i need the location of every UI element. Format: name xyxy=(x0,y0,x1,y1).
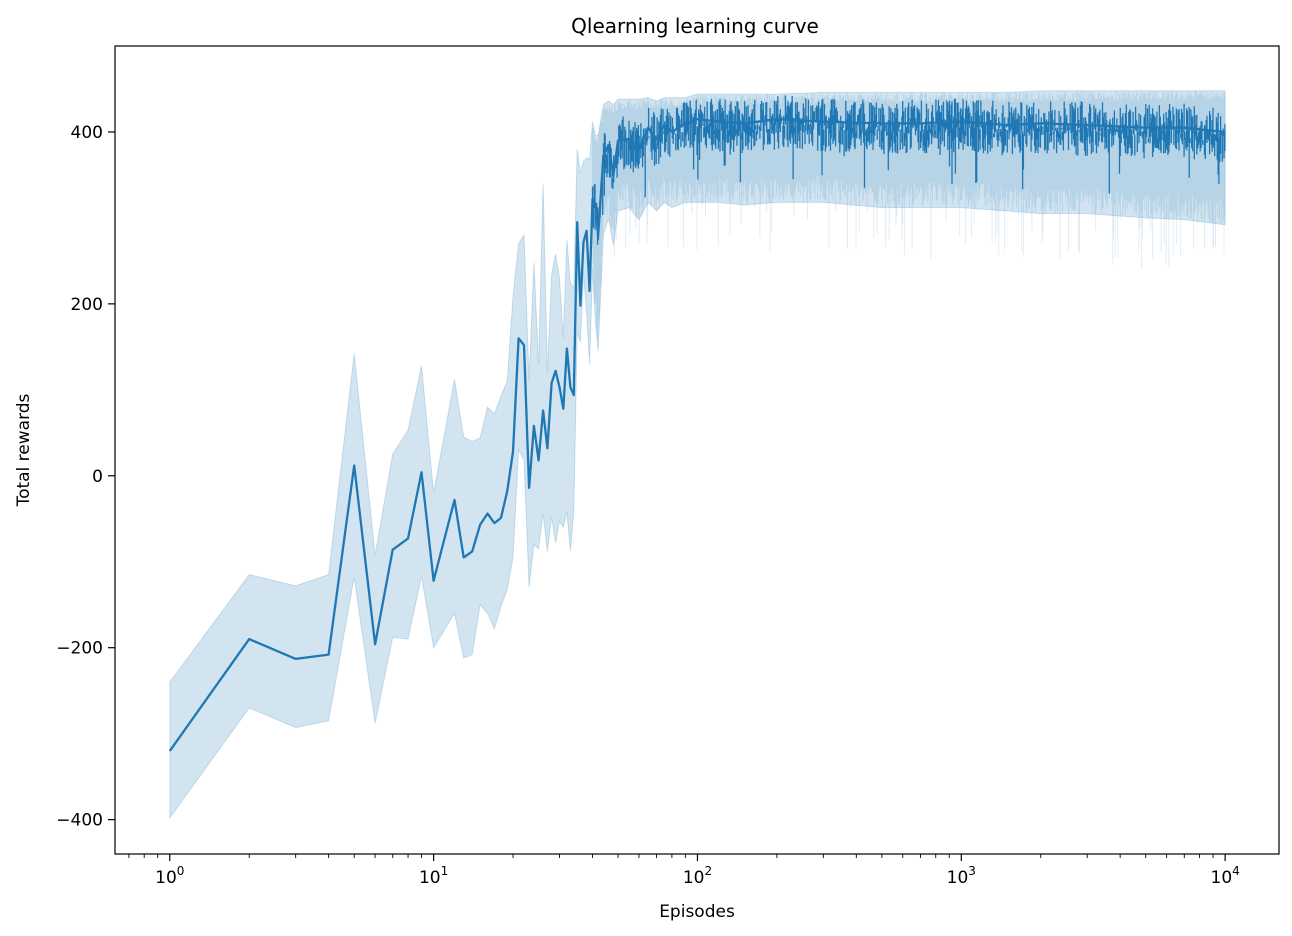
y-axis-title: Total rewards xyxy=(14,393,34,507)
x-tick-label: 103 xyxy=(947,864,976,888)
x-tick-label: 102 xyxy=(683,864,712,888)
x-axis: 100 101 102 103 104 xyxy=(128,854,1240,888)
y-tick-label: −400 xyxy=(56,811,103,831)
x-tick-label: 101 xyxy=(419,864,448,888)
y-tick-label: 0 xyxy=(92,467,103,487)
x-axis-title: Episodes xyxy=(659,902,735,922)
y-tick-label: 400 xyxy=(71,123,103,143)
chart-title: Qlearning learning curve xyxy=(571,14,819,38)
x-tick-label: 104 xyxy=(1211,864,1240,888)
x-tick-label: 100 xyxy=(155,864,184,888)
y-tick-label: 200 xyxy=(71,295,103,315)
plot-area xyxy=(168,90,1226,820)
confidence-band xyxy=(169,90,1226,820)
mean-line xyxy=(168,117,1226,752)
y-axis: −400 −200 0 200 400 xyxy=(56,123,115,831)
noise-layer xyxy=(591,90,1226,340)
y-tick-label: −200 xyxy=(56,639,103,659)
line-texture xyxy=(591,95,1226,245)
